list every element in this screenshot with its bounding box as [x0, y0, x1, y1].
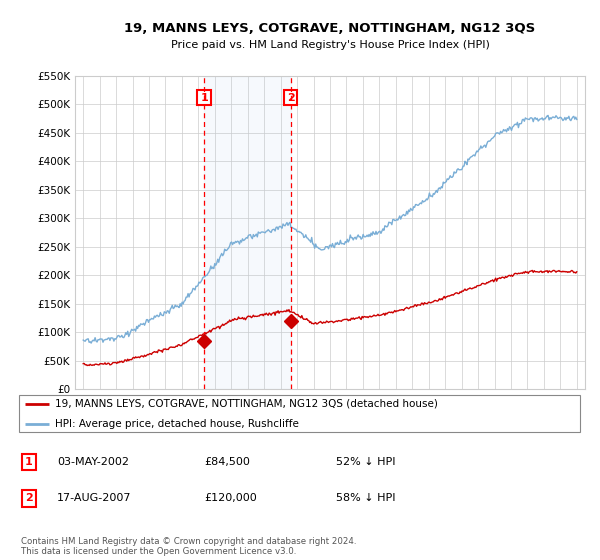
- Text: Contains HM Land Registry data © Crown copyright and database right 2024.: Contains HM Land Registry data © Crown c…: [21, 537, 356, 546]
- Text: 1: 1: [25, 457, 32, 467]
- Text: This data is licensed under the Open Government Licence v3.0.: This data is licensed under the Open Gov…: [21, 547, 296, 556]
- Text: 19, MANNS LEYS, COTGRAVE, NOTTINGHAM, NG12 3QS (detached house): 19, MANNS LEYS, COTGRAVE, NOTTINGHAM, NG…: [55, 399, 437, 409]
- Text: 19, MANNS LEYS, COTGRAVE, NOTTINGHAM, NG12 3QS: 19, MANNS LEYS, COTGRAVE, NOTTINGHAM, NG…: [124, 21, 536, 35]
- Text: 52% ↓ HPI: 52% ↓ HPI: [336, 457, 395, 467]
- Text: 1: 1: [200, 92, 208, 102]
- Text: Price paid vs. HM Land Registry's House Price Index (HPI): Price paid vs. HM Land Registry's House …: [170, 40, 490, 50]
- Text: HPI: Average price, detached house, Rushcliffe: HPI: Average price, detached house, Rush…: [55, 419, 299, 429]
- Text: 2: 2: [25, 493, 32, 503]
- Text: 58% ↓ HPI: 58% ↓ HPI: [336, 493, 395, 503]
- Bar: [204, 76, 291, 389]
- Text: 2: 2: [287, 92, 295, 102]
- Text: 17-AUG-2007: 17-AUG-2007: [57, 493, 131, 503]
- FancyBboxPatch shape: [19, 395, 580, 432]
- Text: £120,000: £120,000: [204, 493, 257, 503]
- Text: 03-MAY-2002: 03-MAY-2002: [57, 457, 129, 467]
- Text: £84,500: £84,500: [204, 457, 250, 467]
